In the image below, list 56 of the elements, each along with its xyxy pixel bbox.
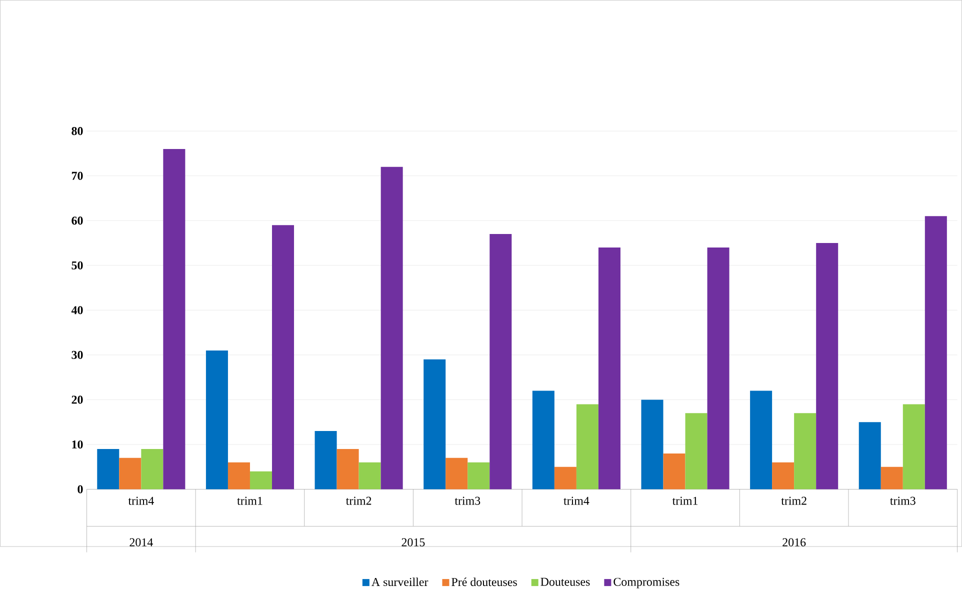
y-tick-label: 50 [72,261,83,270]
bar [97,448,120,490]
legend-label: Pré douteuses [452,577,517,586]
text: 2014 [130,538,153,546]
bar [206,350,228,490]
bar [685,412,708,490]
x-tick-label: trim3 [890,496,916,505]
x-tick-label: trim2 [346,496,372,505]
bar [228,462,250,490]
x-tick-label: trim4 [128,496,154,505]
legend-label: Compromises [614,578,680,588]
bar [924,216,947,490]
legend-label: Douteuses [540,578,590,586]
bar [598,247,620,490]
bar [163,148,186,490]
bar [141,448,164,490]
bar [641,399,664,490]
bar [902,404,925,490]
x-tick-label: trim3 [454,496,480,505]
x-tick-label: trim2 [781,496,806,505]
bar [424,359,446,490]
bar [858,422,881,490]
bar [772,462,794,490]
y-tick-label: 40 [71,306,83,314]
y-tick-label: 80 [72,126,83,135]
bar [380,166,403,490]
bar [554,466,576,490]
text: 2015 [402,538,425,546]
bar [576,404,598,490]
y-tick-label: 10 [72,440,83,448]
bar [314,430,337,490]
bar [119,458,142,490]
bar [490,234,512,490]
bar [880,466,903,490]
y-tick-label: 20 [72,395,83,404]
x-tick-label: trim1 [672,496,698,505]
y-tick-label: 30 [72,350,83,359]
bar [816,242,838,490]
x-tick-label: trim4 [564,496,590,505]
bar [794,412,816,490]
bar [468,462,490,490]
bar [532,390,554,490]
bar [336,448,359,490]
bar [707,247,730,490]
bar [446,458,468,490]
legend-label: A surveiller [372,577,428,586]
y-tick-label: 70 [72,172,83,180]
bar [250,471,272,490]
bar [750,390,772,490]
bar [272,224,294,490]
text: 2016 [782,538,806,546]
y-tick-label: 0 [78,485,83,494]
bar [663,453,686,490]
x-tick-label: trim1 [237,496,262,505]
bar [358,462,381,490]
y-tick-label: 60 [72,216,83,224]
